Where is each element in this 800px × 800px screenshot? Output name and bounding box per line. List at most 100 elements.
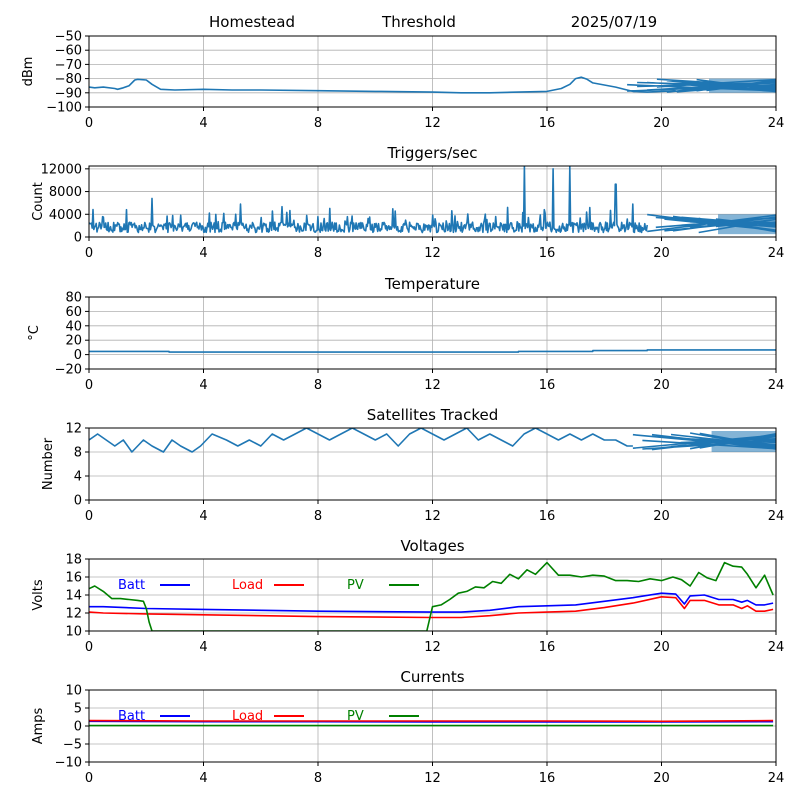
y-tick-label: 20 (65, 334, 82, 349)
dense-band-fill (709, 78, 776, 93)
x-tick-label: 20 (653, 378, 670, 393)
plot-area (89, 561, 774, 631)
y-axis-label: Amps (31, 707, 46, 744)
y-axis-label: Count (31, 182, 46, 221)
x-tick-label: 20 (653, 640, 670, 655)
x-tick-label: 0 (85, 640, 93, 655)
plot-area (89, 76, 776, 94)
x-tick-label: 16 (539, 771, 556, 786)
x-tick-label: 0 (85, 509, 93, 524)
panel-triggers: 0 4 8 12 16 20 24 0 4000 8000 12000 Triggers/sec Cou… (31, 144, 784, 261)
x-tick-label: 20 (653, 509, 670, 524)
y-tick-label: 16 (65, 571, 82, 586)
x-tick-label: 24 (768, 116, 785, 131)
axes-frame (88, 427, 777, 501)
y-tick-label: 4000 (49, 208, 82, 223)
x-tick-label: 0 (85, 116, 93, 131)
x-tick-label: 16 (539, 640, 556, 655)
series-line-pv (89, 561, 774, 631)
y-tick-label: 5 (74, 702, 82, 717)
y-tick-label: 10 (65, 684, 82, 699)
x-tick-label: 12 (424, 509, 441, 524)
y-tick-label: 0 (74, 348, 82, 363)
legend-label-pv: PV (347, 709, 364, 724)
y-tick-label: −10 (55, 756, 82, 771)
x-tick-label: 16 (539, 116, 556, 131)
y-tick-label: 12000 (41, 162, 82, 177)
plot-area (89, 428, 776, 453)
x-tick-label: 12 (424, 378, 441, 393)
y-axis-label: °C (27, 325, 42, 341)
axes-frame (88, 35, 777, 108)
series-line (89, 166, 648, 234)
y-tick-label: 40 (65, 319, 82, 334)
y-tick-label: 0 (74, 720, 82, 735)
series-line (89, 349, 776, 353)
x-tick-label: 0 (85, 378, 93, 393)
legend-label-batt: Batt (118, 578, 145, 593)
x-tick-label: 16 (539, 378, 556, 393)
x-tick-label: 8 (314, 640, 322, 655)
x-tick-label: 24 (768, 378, 785, 393)
x-tick-label: 16 (539, 246, 556, 261)
panel-title: Satellites Tracked (367, 406, 498, 424)
y-tick-label: −50 (55, 30, 82, 45)
y-tick-label: 14 (65, 589, 82, 604)
panel-satellites: 0 4 8 12 16 20 24 0 4 8 12 Satellites Tracked Number (41, 406, 784, 524)
y-tick-label: 8000 (49, 185, 82, 200)
mode-label: Threshold (381, 13, 456, 31)
x-tick-label: 8 (314, 509, 322, 524)
x-tick-label: 24 (768, 246, 785, 261)
panel-title: Triggers/sec (387, 144, 478, 162)
panel-signal: 0 4 8 12 16 20 24 −100−90−80−70−60−50 dBm (21, 30, 784, 132)
legend-label-load: Load (232, 709, 263, 724)
x-tick-label: 16 (539, 509, 556, 524)
x-tick-label: 8 (314, 246, 322, 261)
x-tick-label: 24 (768, 771, 785, 786)
y-tick-label: −90 (55, 86, 82, 101)
panel-currents: 0 4 8 12 16 20 24 −10 −5 0 5 10 Currents Amps Batt Load… (31, 668, 784, 786)
x-tick-label: 4 (199, 246, 207, 261)
axes-frame (88, 296, 777, 370)
y-axis-label: dBm (21, 57, 36, 87)
y-tick-label: −100 (46, 101, 82, 116)
y-tick-label: −70 (55, 58, 82, 73)
x-tick-label: 20 (653, 116, 670, 131)
y-tick-label: 12 (65, 422, 82, 437)
x-tick-label: 0 (85, 771, 93, 786)
x-tick-label: 12 (424, 246, 441, 261)
series-line-load (89, 719, 774, 723)
axes-frame (88, 689, 777, 763)
plot-area (89, 166, 776, 235)
y-tick-label: −80 (55, 72, 82, 87)
x-tick-label: 24 (768, 509, 785, 524)
x-tick-label: 4 (199, 771, 207, 786)
x-tick-label: 8 (314, 771, 322, 786)
x-tick-label: 12 (424, 640, 441, 655)
y-tick-label: 60 (65, 305, 82, 320)
panel-title: Voltages (400, 537, 464, 555)
y-tick-label: −60 (55, 44, 82, 59)
y-tick-label: −20 (55, 363, 82, 378)
x-tick-label: 8 (314, 378, 322, 393)
x-tick-label: 20 (653, 771, 670, 786)
station-label: Homestead (209, 13, 295, 31)
x-tick-label: 4 (199, 116, 207, 131)
y-axis-label: Volts (31, 579, 46, 611)
series-line (89, 428, 633, 453)
series-line-batt (89, 592, 774, 613)
x-tick-label: 20 (653, 246, 670, 261)
x-tick-label: 0 (85, 246, 93, 261)
axes-frame (88, 165, 777, 238)
x-tick-label: 24 (768, 640, 785, 655)
y-tick-label: 4 (74, 470, 82, 485)
y-axis-label: Number (41, 437, 56, 490)
legend-label-batt: Batt (118, 709, 145, 724)
x-tick-label: 12 (424, 116, 441, 131)
panel-title: Currents (400, 668, 464, 686)
date-label: 2025/07/19 (571, 13, 657, 31)
legend-label-load: Load (232, 578, 263, 593)
x-tick-label: 12 (424, 771, 441, 786)
